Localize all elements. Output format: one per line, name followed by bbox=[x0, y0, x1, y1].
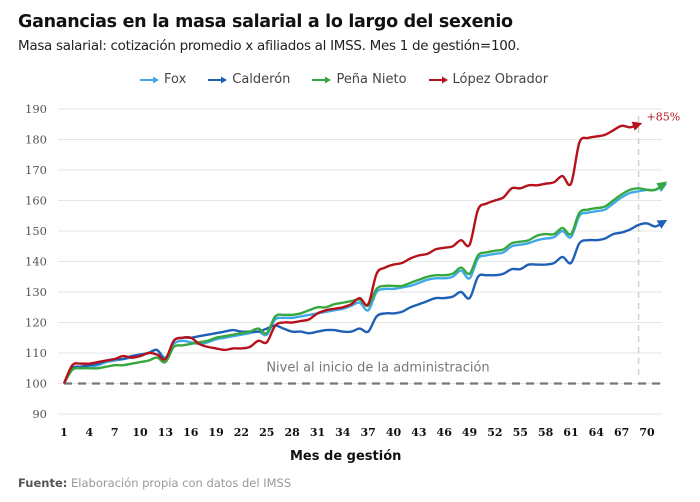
legend-label: Peña Nieto bbox=[336, 72, 407, 87]
gain-annotation: +85% bbox=[647, 110, 681, 123]
x-tick-label: 4 bbox=[86, 426, 94, 439]
x-tick-label: 22 bbox=[234, 426, 249, 439]
x-tick-label: 1 bbox=[60, 426, 68, 439]
source-text: Elaboración propia con datos del IMSS bbox=[71, 476, 292, 490]
x-tick-label: 16 bbox=[183, 426, 199, 439]
x-tick-label: 7 bbox=[111, 426, 119, 439]
x-tick-label: 52 bbox=[487, 426, 502, 439]
baseline-label: Nivel al inicio de la administración bbox=[266, 361, 489, 376]
y-tick-label: 90 bbox=[32, 407, 47, 421]
x-tick-label: 31 bbox=[310, 426, 325, 439]
legend-item: López Obrador bbox=[428, 72, 549, 87]
x-tick-label: 34 bbox=[335, 426, 351, 439]
series-line-fox bbox=[62, 183, 668, 385]
x-tick-label: 28 bbox=[284, 426, 300, 439]
y-tick-label: 130 bbox=[25, 285, 47, 299]
legend-arrow-icon bbox=[140, 75, 160, 85]
legend-item: Peña Nieto bbox=[312, 72, 407, 87]
x-tick-label: 43 bbox=[411, 426, 426, 439]
x-tick-label: 25 bbox=[259, 426, 274, 439]
x-tick-label: 58 bbox=[538, 426, 554, 439]
legend-label: Calderón bbox=[232, 72, 291, 87]
source-footer: Fuente: Elaboración propia con datos del… bbox=[18, 476, 291, 490]
x-tick-label: 49 bbox=[462, 426, 477, 439]
chart-subtitle: Masa salarial: cotización promedio x afi… bbox=[18, 38, 520, 54]
chart-title: Ganancias en la masa salarial a lo largo… bbox=[18, 12, 513, 32]
x-tick-label: 37 bbox=[361, 426, 376, 439]
x-tick-label: 64 bbox=[589, 426, 605, 439]
legend-label: Fox bbox=[164, 72, 187, 87]
y-tick-label: 150 bbox=[25, 224, 47, 238]
x-tick-label: 19 bbox=[208, 426, 223, 439]
series-line-l-pez-obrador bbox=[62, 121, 643, 384]
legend-arrow-icon bbox=[312, 75, 332, 85]
y-tick-label: 140 bbox=[25, 255, 47, 269]
legend-arrow-icon bbox=[428, 75, 449, 85]
legend-arrow-icon bbox=[208, 75, 228, 85]
legend-item: Calderón bbox=[208, 72, 290, 87]
x-tick-label: 61 bbox=[563, 426, 578, 439]
y-tick-label: 180 bbox=[25, 133, 47, 147]
y-tick-label: 170 bbox=[25, 163, 47, 177]
x-tick-label: 40 bbox=[386, 426, 402, 439]
y-tick-label: 120 bbox=[25, 316, 47, 330]
x-tick-label: 13 bbox=[158, 426, 173, 439]
x-tick-label: 67 bbox=[614, 426, 629, 439]
source-label: Fuente: bbox=[18, 476, 68, 490]
y-tick-label: 110 bbox=[25, 346, 47, 360]
legend-label: López Obrador bbox=[452, 72, 549, 87]
x-tick-label: 55 bbox=[513, 426, 528, 439]
y-tick-label: 160 bbox=[25, 194, 47, 208]
chart-legend: Fox Calderón Peña Nieto López Obrador bbox=[140, 72, 548, 87]
x-axis-title: Mes de gestión bbox=[290, 449, 402, 464]
x-tick-label: 10 bbox=[132, 426, 148, 439]
y-tick-label: 190 bbox=[25, 102, 47, 116]
x-tick-label: 70 bbox=[639, 426, 655, 439]
y-tick-label: 100 bbox=[25, 377, 47, 391]
legend-item: Fox bbox=[140, 72, 186, 87]
x-tick-label: 46 bbox=[437, 426, 453, 439]
